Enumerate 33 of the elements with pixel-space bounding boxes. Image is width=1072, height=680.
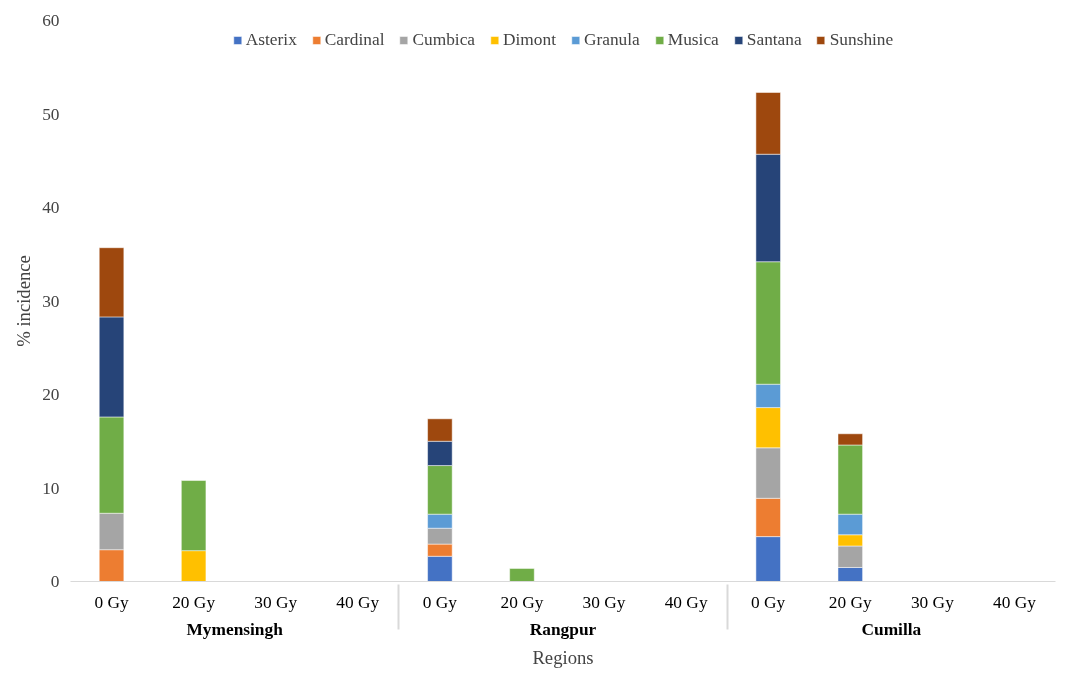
y-tick-label: 40 — [42, 198, 60, 217]
x-tick-label: 0 Gy — [751, 592, 786, 612]
text: Mymensingh — [186, 619, 284, 639]
legend-label: Cardinal — [324, 30, 385, 50]
legend-label: Musica — [667, 30, 719, 50]
x-tick-label: 40 Gy — [664, 592, 708, 612]
legend-label: Asterix — [245, 30, 297, 50]
x-tick-label: 30 Gy — [910, 592, 955, 612]
x-tick-label: 0 Gy — [422, 592, 458, 612]
y-axis-title: % incidence — [13, 255, 35, 347]
legend-label: Dimont — [503, 30, 556, 50]
x-tick-label: 30 Gy — [582, 592, 626, 612]
y-tick-label: 30 — [42, 291, 60, 311]
y-tick-label: 60 — [42, 11, 60, 30]
x-tick-label: 20 Gy — [500, 592, 544, 612]
x-axis-title: Regions — [532, 646, 594, 668]
legend-label: Cumbica — [412, 30, 476, 50]
y-tick-label: 20 — [42, 385, 60, 404]
bar — [509, 568, 535, 582]
y-tick-label: 50 — [42, 104, 60, 124]
x-tick-label: 20 Gy — [828, 592, 873, 612]
y-tick-label: 10 — [42, 478, 60, 498]
y-tick-label: 0 — [50, 572, 60, 591]
legend-label: Santana — [746, 30, 802, 50]
legend-label: Sunshine — [829, 30, 894, 50]
legend-label: Granula — [583, 30, 640, 50]
x-tick-label: 0 Gy — [94, 592, 129, 612]
text: Rangpur — [529, 619, 597, 639]
x-tick-label: 40 Gy — [993, 592, 1037, 612]
x-tick-label: 30 Gy — [254, 592, 298, 612]
text: Cumilla — [861, 619, 922, 639]
x-tick-label: 40 Gy — [336, 592, 380, 612]
x-tick-label: 20 Gy — [172, 592, 216, 612]
